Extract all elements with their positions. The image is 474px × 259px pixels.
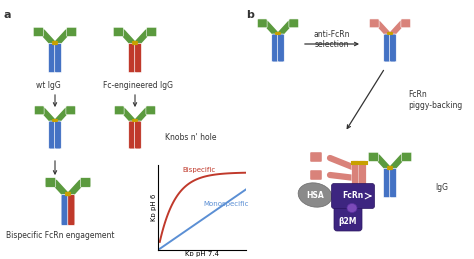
FancyBboxPatch shape xyxy=(67,27,77,37)
FancyBboxPatch shape xyxy=(135,43,142,73)
FancyBboxPatch shape xyxy=(289,19,299,28)
Text: Monospecific: Monospecific xyxy=(204,201,249,207)
Text: β2M: β2M xyxy=(339,218,357,227)
FancyBboxPatch shape xyxy=(80,178,91,187)
FancyBboxPatch shape xyxy=(55,121,61,149)
FancyBboxPatch shape xyxy=(278,34,284,62)
FancyBboxPatch shape xyxy=(369,19,379,28)
Text: a: a xyxy=(4,10,11,20)
FancyBboxPatch shape xyxy=(55,43,62,73)
Text: Knobs n' hole: Knobs n' hole xyxy=(165,133,217,142)
FancyBboxPatch shape xyxy=(272,34,278,62)
FancyBboxPatch shape xyxy=(135,121,141,149)
Text: Bispecific FcRn engagement: Bispecific FcRn engagement xyxy=(6,231,114,240)
FancyBboxPatch shape xyxy=(49,121,55,149)
Text: anti-FcRn: anti-FcRn xyxy=(314,30,350,39)
FancyBboxPatch shape xyxy=(257,19,267,28)
FancyBboxPatch shape xyxy=(401,19,410,28)
Y-axis label: Kᴅ pH 6: Kᴅ pH 6 xyxy=(151,194,156,221)
FancyBboxPatch shape xyxy=(114,106,124,115)
FancyBboxPatch shape xyxy=(35,106,44,115)
FancyBboxPatch shape xyxy=(352,161,359,185)
Text: b: b xyxy=(246,10,254,20)
FancyBboxPatch shape xyxy=(68,195,75,225)
Text: Bispecific: Bispecific xyxy=(182,167,216,173)
X-axis label: Kᴅ pH 7.4: Kᴅ pH 7.4 xyxy=(185,251,219,257)
FancyBboxPatch shape xyxy=(66,106,75,115)
FancyBboxPatch shape xyxy=(383,168,390,198)
FancyBboxPatch shape xyxy=(390,168,397,198)
FancyBboxPatch shape xyxy=(45,178,56,187)
FancyBboxPatch shape xyxy=(368,152,378,162)
FancyBboxPatch shape xyxy=(334,205,362,231)
FancyBboxPatch shape xyxy=(390,34,396,62)
FancyBboxPatch shape xyxy=(310,170,322,180)
FancyBboxPatch shape xyxy=(128,43,135,73)
FancyBboxPatch shape xyxy=(383,34,391,62)
FancyBboxPatch shape xyxy=(113,27,123,37)
Text: IgG: IgG xyxy=(435,183,448,192)
FancyBboxPatch shape xyxy=(359,161,366,185)
FancyBboxPatch shape xyxy=(33,27,44,37)
FancyBboxPatch shape xyxy=(48,43,55,73)
FancyBboxPatch shape xyxy=(331,183,374,208)
FancyBboxPatch shape xyxy=(310,152,322,162)
FancyBboxPatch shape xyxy=(146,27,157,37)
FancyBboxPatch shape xyxy=(401,152,412,162)
FancyBboxPatch shape xyxy=(146,106,155,115)
FancyBboxPatch shape xyxy=(129,121,136,149)
Text: selection: selection xyxy=(315,40,349,49)
FancyBboxPatch shape xyxy=(61,195,68,225)
Text: FcRn: FcRn xyxy=(342,191,364,200)
Text: FcRn
piggy-backing: FcRn piggy-backing xyxy=(408,90,462,110)
Text: HSA: HSA xyxy=(306,191,324,199)
Text: wt IgG: wt IgG xyxy=(36,81,60,90)
Ellipse shape xyxy=(298,183,332,207)
Text: Fc-engineered IgG: Fc-engineered IgG xyxy=(103,81,173,90)
Ellipse shape xyxy=(347,204,357,212)
